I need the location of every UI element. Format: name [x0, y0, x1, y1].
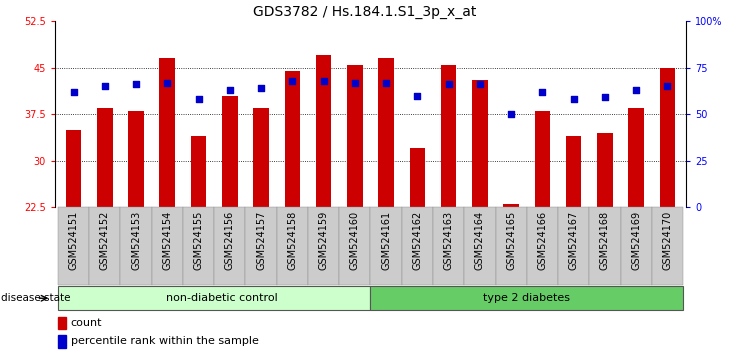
- Bar: [120, 207, 152, 285]
- Bar: [503, 204, 519, 207]
- Text: GSM524169: GSM524169: [631, 211, 641, 270]
- Text: type 2 diabetes: type 2 diabetes: [483, 293, 570, 303]
- Bar: [370, 207, 402, 285]
- Text: GSM524170: GSM524170: [662, 211, 672, 270]
- Bar: [589, 207, 620, 285]
- Point: [286, 78, 298, 84]
- Bar: [191, 136, 207, 207]
- Bar: [89, 207, 120, 285]
- Bar: [558, 207, 589, 285]
- Text: GSM524151: GSM524151: [69, 211, 79, 270]
- Point: [318, 78, 329, 84]
- Bar: [316, 55, 331, 207]
- Bar: [629, 108, 644, 207]
- Point: [630, 87, 642, 93]
- Point: [130, 82, 142, 87]
- Text: GSM524168: GSM524168: [600, 211, 610, 270]
- Text: GSM524157: GSM524157: [256, 211, 266, 270]
- Text: GSM524158: GSM524158: [288, 211, 297, 270]
- Point: [224, 87, 236, 93]
- Text: non-diabetic control: non-diabetic control: [166, 293, 278, 303]
- Bar: [402, 207, 433, 285]
- Bar: [441, 65, 456, 207]
- Bar: [597, 133, 612, 207]
- Bar: [159, 58, 175, 207]
- Bar: [308, 207, 339, 285]
- Bar: [534, 111, 550, 207]
- Bar: [253, 108, 269, 207]
- Text: GSM524162: GSM524162: [412, 211, 423, 270]
- Text: disease state: disease state: [1, 293, 70, 303]
- Point: [68, 89, 80, 95]
- Bar: [183, 207, 214, 285]
- Text: GSM524159: GSM524159: [318, 211, 328, 270]
- Text: GSM524163: GSM524163: [444, 211, 453, 270]
- Bar: [222, 96, 238, 207]
- Point: [349, 80, 361, 85]
- Point: [443, 82, 455, 87]
- Text: GSM524160: GSM524160: [350, 211, 360, 270]
- Text: percentile rank within the sample: percentile rank within the sample: [71, 336, 258, 346]
- Point: [661, 84, 673, 89]
- Bar: [370, 286, 683, 310]
- Point: [380, 80, 392, 85]
- Text: GSM524152: GSM524152: [100, 211, 110, 270]
- Bar: [620, 207, 652, 285]
- Bar: [652, 207, 683, 285]
- Text: GSM524166: GSM524166: [537, 211, 548, 270]
- Point: [99, 84, 111, 89]
- Point: [568, 97, 580, 102]
- Bar: [97, 108, 112, 207]
- Text: GSM524167: GSM524167: [569, 211, 579, 270]
- Point: [161, 80, 173, 85]
- Bar: [58, 207, 89, 285]
- Text: GSM524165: GSM524165: [506, 211, 516, 270]
- Bar: [58, 335, 66, 348]
- Text: GDS3782 / Hs.184.1.S1_3p_x_at: GDS3782 / Hs.184.1.S1_3p_x_at: [253, 5, 477, 19]
- Point: [474, 82, 485, 87]
- Bar: [464, 207, 496, 285]
- Text: GSM524156: GSM524156: [225, 211, 235, 270]
- Bar: [58, 316, 66, 329]
- Point: [599, 95, 611, 100]
- Bar: [277, 207, 308, 285]
- Point: [505, 111, 517, 117]
- Bar: [566, 136, 582, 207]
- Bar: [378, 58, 394, 207]
- Bar: [496, 207, 527, 285]
- Bar: [527, 207, 558, 285]
- Point: [193, 97, 204, 102]
- Text: GSM524153: GSM524153: [131, 211, 141, 270]
- Bar: [66, 130, 81, 207]
- Bar: [433, 207, 464, 285]
- Text: GSM524164: GSM524164: [475, 211, 485, 270]
- Bar: [410, 148, 425, 207]
- Bar: [58, 286, 370, 310]
- Bar: [347, 65, 363, 207]
- Text: count: count: [71, 318, 102, 328]
- Text: GSM524155: GSM524155: [193, 211, 204, 270]
- Point: [255, 85, 267, 91]
- Text: GSM524154: GSM524154: [162, 211, 172, 270]
- Bar: [660, 68, 675, 207]
- Bar: [285, 71, 300, 207]
- Bar: [472, 80, 488, 207]
- Bar: [339, 207, 370, 285]
- Bar: [245, 207, 277, 285]
- Bar: [214, 207, 245, 285]
- Bar: [152, 207, 183, 285]
- Bar: [128, 111, 144, 207]
- Point: [412, 93, 423, 98]
- Point: [537, 89, 548, 95]
- Text: GSM524161: GSM524161: [381, 211, 391, 270]
